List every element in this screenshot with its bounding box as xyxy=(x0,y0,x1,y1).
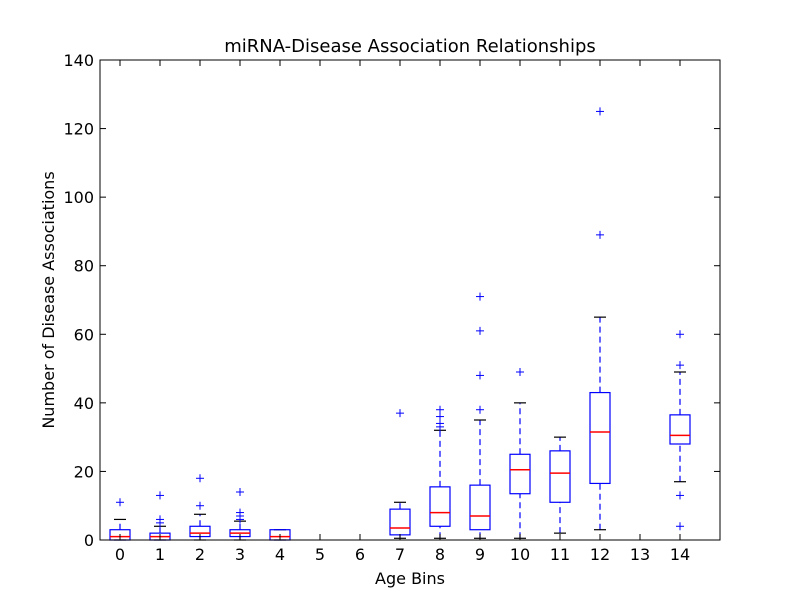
x-tick-label: 11 xyxy=(550,545,570,564)
y-tick-label: 120 xyxy=(63,120,94,139)
x-axis-label: Age Bins xyxy=(375,569,445,588)
box-10 xyxy=(509,453,531,495)
x-tick-label: 8 xyxy=(435,545,445,564)
box-12 xyxy=(589,391,611,485)
x-tick-label: 14 xyxy=(670,545,690,564)
box-14 xyxy=(669,414,691,445)
box-8 xyxy=(429,486,451,527)
box-9 xyxy=(469,484,491,531)
x-tick-label: 9 xyxy=(475,545,485,564)
chart-title: miRNA-Disease Association Relationships xyxy=(224,36,596,57)
y-tick-label: 140 xyxy=(63,51,94,70)
x-tick-label: 10 xyxy=(510,545,530,564)
axes-frame xyxy=(99,59,721,541)
y-tick-label: 0 xyxy=(84,531,94,550)
x-tick-label: 5 xyxy=(315,545,325,564)
y-tick-label: 40 xyxy=(74,394,94,413)
y-tick-label: 60 xyxy=(74,325,94,344)
x-tick-label: 12 xyxy=(590,545,610,564)
x-tick-label: 2 xyxy=(195,545,205,564)
x-tick-label: 6 xyxy=(355,545,365,564)
x-tick-label: 13 xyxy=(630,545,650,564)
x-tick-label: 1 xyxy=(155,545,165,564)
y-tick-label: 100 xyxy=(63,188,94,207)
x-tick-label: 3 xyxy=(235,545,245,564)
x-tick-label: 0 xyxy=(115,545,125,564)
y-axis-label: Number of Disease Associations xyxy=(39,171,58,428)
box-11 xyxy=(549,450,571,503)
x-tick-label: 4 xyxy=(275,545,285,564)
y-tick-label: 20 xyxy=(74,462,94,481)
x-tick-label: 7 xyxy=(395,545,405,564)
y-tick-label: 80 xyxy=(74,257,94,276)
